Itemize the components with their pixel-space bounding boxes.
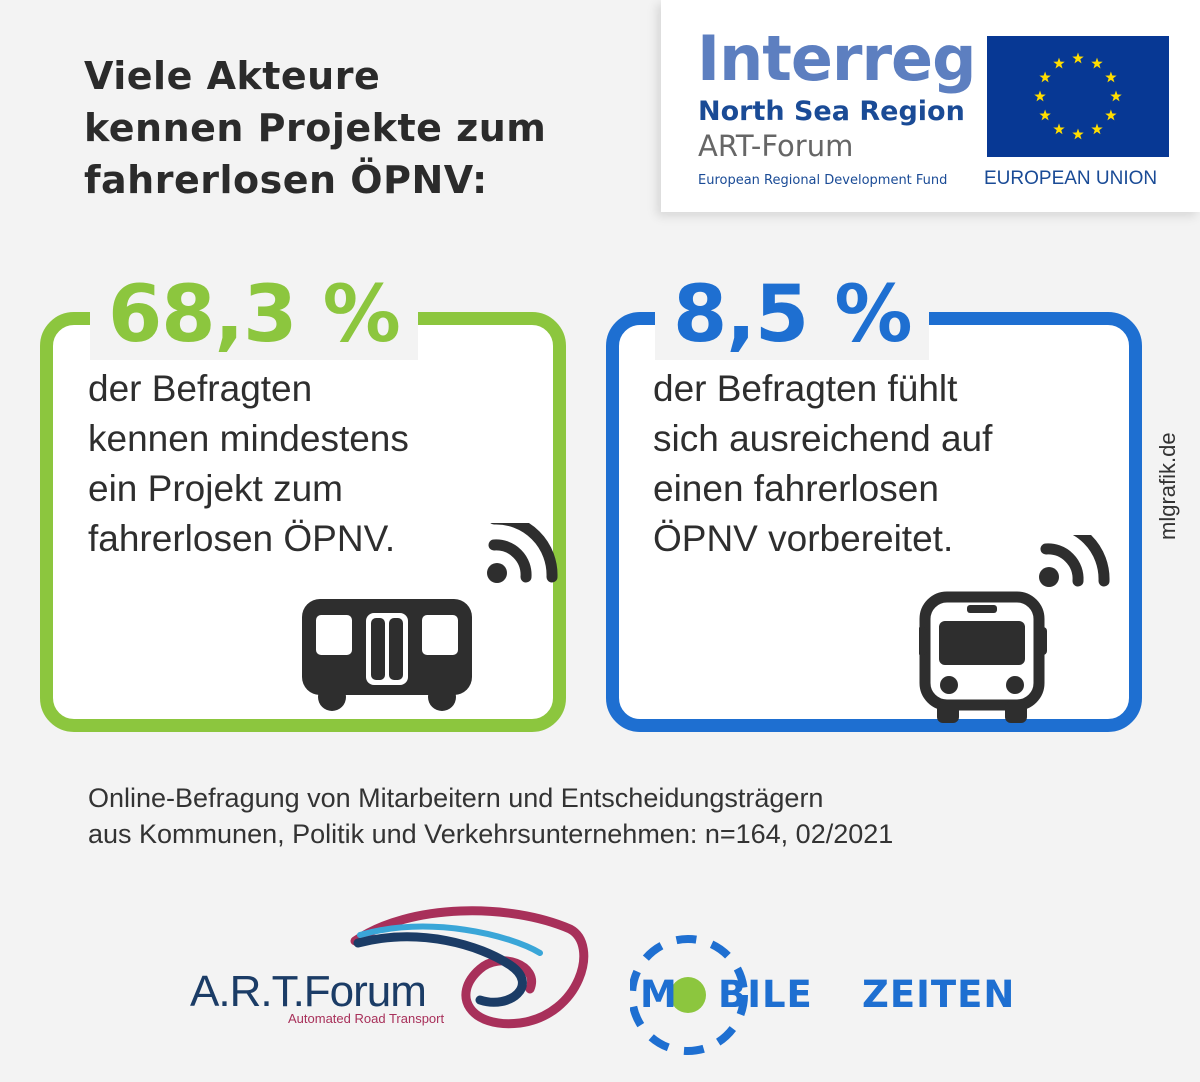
eu-star-icon bbox=[1072, 128, 1084, 140]
source-note: Online-Befragung von Mitarbeitern und En… bbox=[88, 780, 893, 852]
source-line: aus Kommunen, Politik und Verkehrsuntern… bbox=[88, 819, 894, 849]
bus-side-wifi-icon bbox=[302, 523, 558, 711]
stat-text-line: der Befragten bbox=[88, 368, 313, 409]
interreg-wordmark: Interreg bbox=[697, 22, 976, 95]
eu-star-icon bbox=[1039, 109, 1051, 121]
stat-text-line: der Befragten fühlt bbox=[653, 368, 958, 409]
credit: mlgrafik.de bbox=[1148, 400, 1188, 540]
source-line: Online-Befragung von Mitarbeitern und En… bbox=[88, 783, 824, 813]
stat-text-line: sich ausreichend auf bbox=[653, 418, 993, 459]
eu-star-icon bbox=[1110, 90, 1122, 102]
art-forum-subtitle: Automated Road Transport bbox=[288, 1011, 445, 1026]
headline: Viele Akteure kennen Projekte zum fahrer… bbox=[84, 50, 644, 206]
mobile-zeiten-logo: M BILE ZEITEN bbox=[630, 925, 1050, 1065]
interreg-logo-card: Interreg North Sea Region ART-Forum Euro… bbox=[661, 0, 1200, 212]
stat-text-line: ein Projekt zum bbox=[88, 468, 343, 509]
fund-label: European Regional Development Fund bbox=[698, 173, 948, 188]
stat-text-line: kennen mindestens bbox=[88, 418, 409, 459]
eu-star-icon bbox=[1105, 71, 1117, 83]
stat-text-line: fahrerlosen ÖPNV. bbox=[88, 518, 396, 559]
eu-star-icon bbox=[1039, 71, 1051, 83]
headline-line: Viele Akteure bbox=[84, 54, 381, 98]
stat-text-line: ÖPNV vorbereitet. bbox=[653, 518, 954, 559]
stat-value-known: 68,3 % bbox=[90, 270, 418, 360]
eu-star-icon bbox=[1105, 109, 1117, 121]
bus-front-wifi-icon bbox=[919, 535, 1110, 723]
mobile-zeiten-m: M bbox=[640, 973, 678, 1016]
eu-star-icon bbox=[1053, 123, 1065, 135]
eu-star-icon bbox=[1072, 52, 1084, 64]
eu-flag-icon bbox=[987, 36, 1169, 157]
project-label: ART-Forum bbox=[698, 129, 854, 163]
art-forum-logo: A.R.T.Forum Automated Road Transport bbox=[180, 905, 590, 1045]
headline-line: kennen Projekte zum bbox=[84, 106, 547, 150]
eu-star-icon bbox=[1034, 90, 1046, 102]
eu-stars bbox=[1034, 52, 1122, 140]
stat-value-prepared: 8,5 % bbox=[655, 270, 930, 360]
credit-text: mlgrafik.de bbox=[1155, 432, 1180, 540]
eu-star-icon bbox=[1091, 123, 1103, 135]
headline-line: fahrerlosen ÖPNV: bbox=[84, 158, 488, 202]
art-forum-wordmark: A.R.T.Forum bbox=[190, 967, 427, 1016]
stat-text-prepared: der Befragten fühlt sich ausreichend auf… bbox=[653, 364, 992, 564]
eu-star-icon bbox=[1091, 57, 1103, 69]
stat-text-line: einen fahrerlosen bbox=[653, 468, 939, 509]
eu-star-icon bbox=[1053, 57, 1065, 69]
eu-label: EUROPEAN UNION bbox=[984, 168, 1158, 189]
mobile-zeiten-orbit-icon bbox=[630, 935, 748, 1055]
stat-text-known: der Befragten kennen mindestens ein Proj… bbox=[88, 364, 409, 564]
art-forum-swoosh-icon bbox=[350, 906, 589, 1029]
north-sea-region-label: North Sea Region bbox=[698, 96, 965, 127]
mobile-zeiten-zeiten: ZEITEN bbox=[862, 973, 1016, 1016]
stat-card-known-projects bbox=[40, 312, 566, 732]
mobile-zeiten-bile: BILE bbox=[718, 973, 813, 1016]
